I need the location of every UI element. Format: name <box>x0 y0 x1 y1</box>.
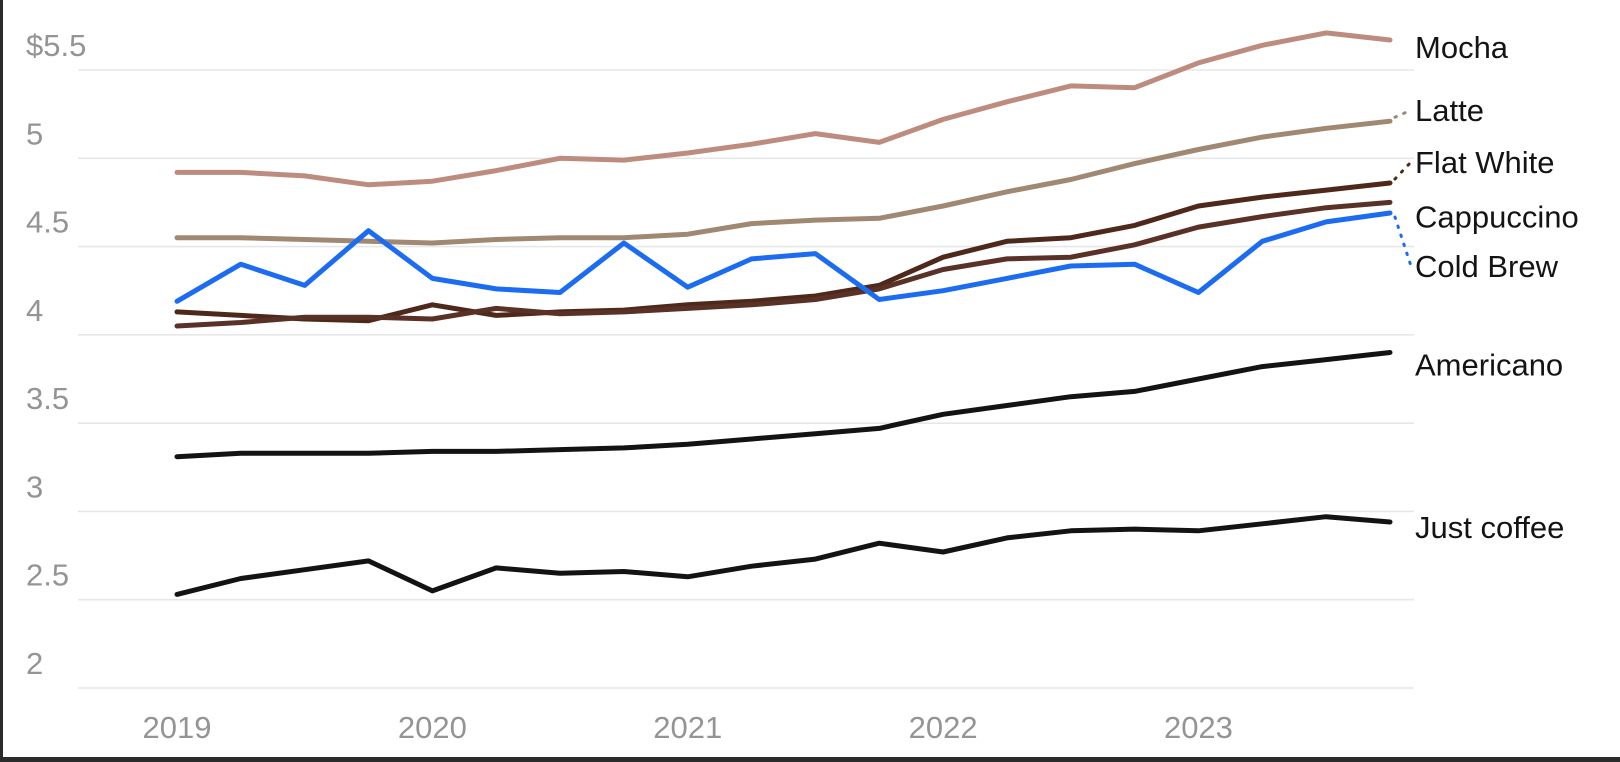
x-axis-tick-label: 2023 <box>1164 710 1233 745</box>
y-axis-tick-label: 2.5 <box>26 558 69 593</box>
y-axis-tick-label: 5 <box>26 116 43 151</box>
series-label-cold-brew: Cold Brew <box>1415 249 1559 284</box>
series-line-just-coffee <box>174 514 1393 597</box>
series-label-mocha: Mocha <box>1415 30 1509 65</box>
series-label-flat-white: Flat White <box>1415 145 1555 180</box>
x-axis-tick-label: 2019 <box>143 710 212 745</box>
series-label-latte: Latte <box>1415 93 1484 128</box>
x-axis-tick-label: 2022 <box>909 710 978 745</box>
label-leader-latte <box>1393 108 1413 119</box>
y-axis-tick-label: 2 <box>26 646 43 681</box>
y-axis-tick-label: 3.5 <box>26 381 69 416</box>
label-leader-cold-brew <box>1393 215 1413 268</box>
series-line-cappuccino <box>174 199 1393 329</box>
series-line-cold-brew <box>174 210 1393 304</box>
window-edge-left <box>0 0 3 762</box>
y-axis-tick-label: 3 <box>26 469 43 504</box>
series-line-mocha <box>174 30 1393 188</box>
series-label-cappuccino: Cappuccino <box>1415 199 1579 234</box>
x-axis-tick-label: 2021 <box>653 710 722 745</box>
label-leader-flat-white <box>1393 160 1413 181</box>
window-edge-bottom <box>0 757 1620 762</box>
y-axis-tick-label: 4 <box>26 293 43 328</box>
series-line-americano <box>174 350 1393 460</box>
series-label-americano: Americano <box>1415 348 1563 383</box>
x-axis-tick-label: 2020 <box>398 710 467 745</box>
y-axis-tick-label: 4.5 <box>26 205 69 240</box>
y-axis-tick-label: $5.5 <box>26 28 86 63</box>
series-label-just-coffee: Just coffee <box>1415 510 1564 545</box>
